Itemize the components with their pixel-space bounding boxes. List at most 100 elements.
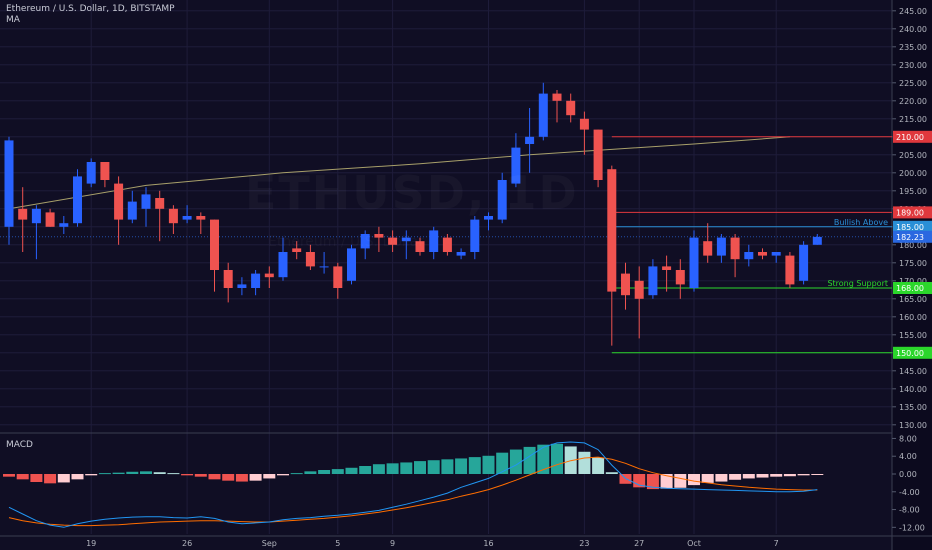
macd-histogram-bar xyxy=(537,444,550,474)
macd-histogram-bar xyxy=(688,474,700,486)
macd-tick-label: 4.00 xyxy=(899,452,917,461)
candle-body xyxy=(210,219,219,270)
price-tick-label: 160.00 xyxy=(899,313,927,322)
candle-body xyxy=(114,183,124,220)
time-tick-label: 5 xyxy=(335,539,340,548)
macd-histogram-bar xyxy=(660,474,673,489)
macd-histogram-bar xyxy=(551,443,563,474)
candle-body xyxy=(237,284,247,288)
price-tick-label: 175.00 xyxy=(899,259,927,268)
candle-body xyxy=(470,219,480,252)
level-annotation: Strong Support xyxy=(827,279,888,288)
price-tick-label: 165.00 xyxy=(899,295,927,304)
price-tick-label: 145.00 xyxy=(899,367,927,376)
symbol-watermark: ETHUSD, 1D xyxy=(245,166,579,220)
level-price-tag xyxy=(893,206,932,219)
time-tick-label: 9 xyxy=(390,539,395,548)
candle-body xyxy=(497,180,507,220)
price-tick-label: 140.00 xyxy=(899,385,927,394)
level-price-tag xyxy=(893,282,932,294)
price-axis-panel xyxy=(892,0,932,550)
level-annotation: Bullish Above xyxy=(834,218,888,227)
candle-body xyxy=(716,237,726,256)
level-price-label: 185.00 xyxy=(896,223,924,232)
macd-histogram-bar xyxy=(290,473,303,475)
price-tick-label: 205.00 xyxy=(899,151,927,160)
last-price-label: 182.23 xyxy=(896,233,924,242)
macd-histogram-bar xyxy=(304,471,317,474)
price-tick-label: 180.00 xyxy=(899,241,927,250)
candle-body xyxy=(155,198,165,209)
price-tick-label: 195.00 xyxy=(899,187,927,196)
last-price-tag xyxy=(893,230,932,243)
candle-body xyxy=(100,162,110,180)
time-tick-label: 7 xyxy=(774,539,779,548)
macd-histogram-bar xyxy=(345,467,358,474)
macd-line xyxy=(8,441,818,528)
macd-histogram-bar xyxy=(71,474,84,480)
macd-histogram-bar xyxy=(318,470,331,474)
candle-body xyxy=(538,93,548,137)
macd-histogram-bar xyxy=(153,472,166,474)
candle-body xyxy=(484,216,493,220)
candle-body xyxy=(552,93,562,101)
candle-body xyxy=(18,208,28,220)
macd-histogram-bar xyxy=(756,474,769,478)
candle-body xyxy=(347,248,356,281)
macd-tick-label: -8.00 xyxy=(899,506,920,515)
macd-histogram-bar xyxy=(112,472,125,474)
macd-histogram-bar xyxy=(331,469,344,474)
level-price-tag xyxy=(893,346,932,359)
candle-body xyxy=(264,273,274,278)
macd-histogram-bar xyxy=(126,471,139,474)
price-tick-label: 215.00 xyxy=(899,115,927,124)
candle-body xyxy=(86,162,96,184)
price-tick-label: 170.00 xyxy=(899,277,927,286)
price-tick-label: 225.00 xyxy=(899,79,927,88)
macd-tick-label: 8.00 xyxy=(899,434,917,443)
level-price-label: 150.00 xyxy=(896,349,924,358)
macd-indicator-label[interactable]: MACD xyxy=(6,440,33,450)
chart-title[interactable]: Ethereum / U.S. Dollar, 1D, BITSTAMP xyxy=(6,4,175,14)
macd-histogram-bar xyxy=(208,474,221,480)
macd-histogram-bar xyxy=(427,460,440,474)
candle-body xyxy=(634,280,644,299)
macd-histogram-bar xyxy=(372,464,385,474)
time-tick-label: Oct xyxy=(687,539,701,548)
macd-histogram-bar xyxy=(482,455,495,474)
candle-body xyxy=(196,216,206,220)
candle-body xyxy=(182,216,192,220)
candle-body xyxy=(442,237,452,252)
candle-body xyxy=(607,169,617,292)
time-tick-label: 27 xyxy=(634,539,644,548)
macd-histogram-bar xyxy=(277,474,289,476)
candle-body xyxy=(45,212,55,227)
macd-histogram-bar xyxy=(3,474,15,477)
candle-body xyxy=(168,208,178,224)
macd-histogram-bar xyxy=(85,474,98,476)
price-tick-label: 135.00 xyxy=(899,403,927,412)
macd-histogram-bar xyxy=(16,474,29,480)
macd-histogram-bar xyxy=(729,474,742,480)
price-tick-label: 220.00 xyxy=(899,97,927,106)
macd-histogram-bar xyxy=(509,449,522,474)
macd-histogram-bar xyxy=(715,474,728,482)
macd-histogram-bar xyxy=(44,474,57,484)
candle-body xyxy=(127,201,137,220)
macd-histogram-bar xyxy=(57,474,70,483)
macd-histogram-bar xyxy=(167,473,180,475)
ma-indicator-label[interactable]: MA xyxy=(6,15,20,25)
macd-histogram-bar xyxy=(523,446,536,474)
price-tick-label: 200.00 xyxy=(899,169,927,178)
macd-histogram-bar xyxy=(811,474,824,475)
level-price-label: 189.00 xyxy=(896,208,924,217)
candle-body xyxy=(374,234,384,238)
macd-histogram-bar xyxy=(605,472,618,474)
macd-histogram-bar xyxy=(359,466,372,474)
macd-tick-label: -4.00 xyxy=(899,488,920,497)
candle-body xyxy=(648,266,658,296)
macd-histogram-bar xyxy=(441,459,454,474)
candle-body xyxy=(305,252,315,267)
macd-histogram-bar xyxy=(592,457,605,474)
